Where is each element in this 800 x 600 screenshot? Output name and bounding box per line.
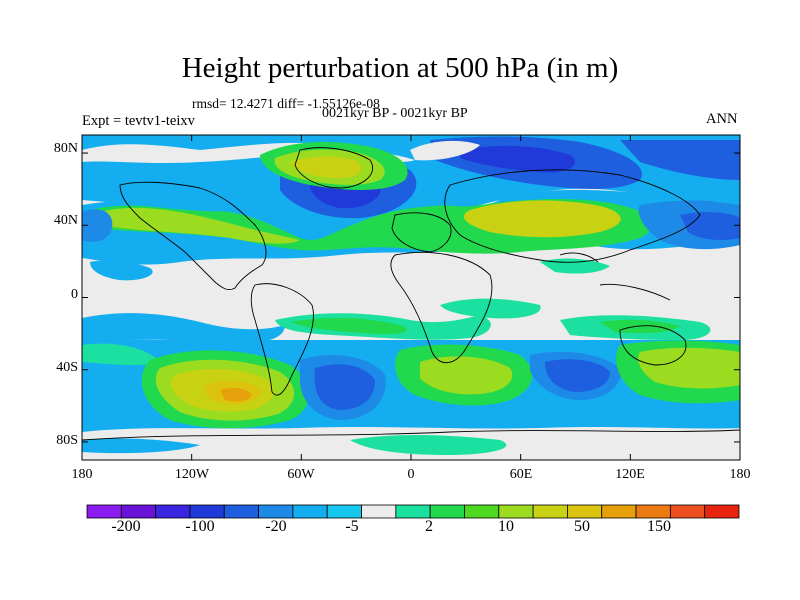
contour-band — [82, 209, 113, 242]
lon-tick-label: 120E — [615, 467, 645, 482]
lon-tick-label: 0 — [407, 467, 415, 482]
lat-tick-label: 40N — [53, 213, 78, 228]
period-label: 0021kyr BP - 0021kyr BP — [322, 106, 468, 121]
colorbar-label: 150 — [647, 518, 671, 535]
lon-tick-label: 180 — [71, 467, 93, 482]
colorbar-box — [395, 504, 431, 519]
plot-title: Height perturbation at 500 hPa (in m) — [181, 52, 619, 84]
lon-tick-label: 120W — [174, 467, 210, 482]
season-label: ANN — [706, 111, 738, 127]
colorbar-label: -5 — [345, 518, 359, 535]
colorbar-box — [189, 504, 225, 519]
colorbar-box — [669, 504, 706, 519]
contour-band — [220, 387, 252, 402]
contour-band — [90, 260, 153, 281]
contour-band — [680, 212, 740, 240]
contour-band — [638, 347, 740, 389]
lon-tick-label: 60W — [287, 467, 315, 482]
colorbar-box — [429, 504, 465, 519]
contour-band — [350, 435, 507, 455]
axis-ticks — [81, 135, 741, 460]
colorbar-label: -100 — [185, 518, 215, 535]
colorbar-box — [326, 504, 362, 519]
contour-band — [290, 318, 408, 335]
colorbar-box — [120, 504, 157, 519]
contour-band — [460, 145, 576, 173]
lat-tick-label: 80N — [53, 141, 78, 156]
colorbar-box — [635, 504, 671, 519]
colorbar-box — [223, 504, 259, 519]
lon-tick-label: 60E — [509, 467, 533, 482]
contour-band — [420, 356, 513, 395]
colorbar-label: -200 — [111, 518, 141, 535]
colorbar-box — [86, 504, 122, 519]
colorbar-box — [292, 504, 328, 519]
coastlines — [82, 147, 740, 441]
colorbar-box — [704, 504, 740, 519]
contour-band — [463, 200, 621, 238]
contour-band — [82, 343, 160, 366]
colorbar-box — [532, 504, 568, 519]
colorbar-label: 10 — [498, 518, 514, 535]
contour-band — [440, 298, 541, 319]
contour-band — [314, 364, 375, 410]
lat-tick-label: 80S — [56, 433, 78, 448]
colorbar-box — [258, 504, 294, 519]
colorbar-box — [155, 504, 191, 519]
contour-band — [620, 140, 740, 180]
contour-band — [410, 140, 480, 161]
lon-tick-label: 180 — [729, 467, 751, 482]
lat-tick-label: 40S — [56, 360, 78, 375]
colorbar-label: -20 — [265, 518, 287, 535]
contour-band — [82, 438, 200, 454]
contour-band — [100, 207, 300, 244]
colorbar-label: 50 — [574, 518, 590, 535]
colorbar — [86, 504, 740, 519]
colorbar-box — [361, 504, 397, 519]
colorbar-label: 2 — [425, 518, 433, 535]
colorbar-box — [601, 504, 637, 519]
colorbar-box — [464, 504, 500, 519]
rmsd-stats: rmsd= 12.4271 diff= -1.55126e-08 — [192, 96, 380, 111]
contour-band — [545, 359, 610, 392]
lat-tick-label: 0 — [71, 287, 78, 302]
colorbar-box — [498, 504, 534, 519]
contour-band — [290, 156, 362, 178]
colorbar-box — [567, 504, 603, 519]
experiment-label: Expt = tevtv1-teixv — [82, 113, 195, 129]
contour-band — [82, 313, 285, 343]
